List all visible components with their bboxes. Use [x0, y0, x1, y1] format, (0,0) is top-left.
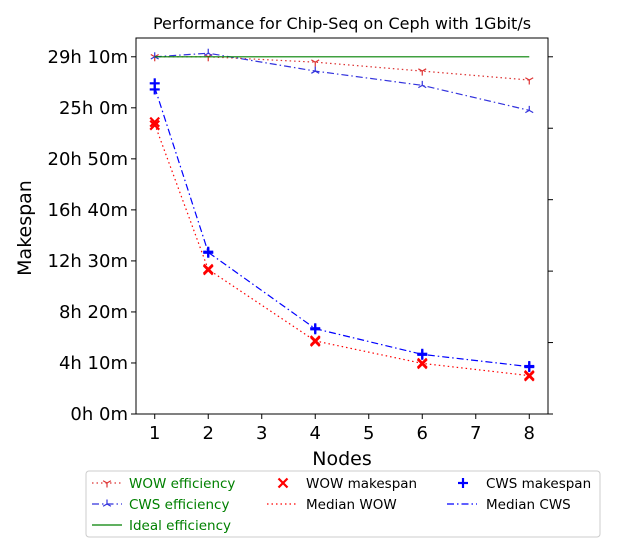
- series-wow-makespan-point: [309, 335, 321, 346]
- series-wow-efficiency-line: [154, 56, 530, 81]
- x-axis-label: Nodes: [312, 448, 372, 470]
- series-median-wow-line: [154, 123, 530, 377]
- legend-entry-wow-efficiency-handle-marker: [102, 480, 112, 488]
- series-wow-efficiency-point: [418, 68, 427, 76]
- x-tick-label: 2: [203, 423, 214, 444]
- legend-entry-wow-efficiency-handle-marker-stroke: [102, 480, 108, 484]
- series-wow-efficiency-point-stroke: [525, 77, 530, 81]
- y-tick-label: 25h 0m: [59, 98, 128, 119]
- legend-entry-median-cws: Median CWS: [447, 497, 571, 513]
- x-tick-label: 6: [417, 423, 428, 444]
- series-median-cws-line: [154, 87, 530, 368]
- series-wow-efficiency-point-stroke: [311, 59, 316, 63]
- legend-entry-cws-efficiency-handle-marker-stroke: [102, 503, 108, 507]
- legend-entry-wow-efficiency-label: WOW efficiency: [129, 476, 235, 492]
- series-cws-efficiency-point-stroke: [207, 52, 213, 56]
- chart-title: Performance for Chip-Seq on Ceph with 1G…: [153, 14, 531, 33]
- series-cws-efficiency-point-stroke: [204, 52, 209, 56]
- series-cws-efficiency-point-stroke: [314, 70, 320, 74]
- legend-entry-wow-makespan-handle-stroke: [277, 477, 289, 489]
- series-cws-efficiency-point-stroke: [418, 84, 423, 89]
- legend-entry-wow-efficiency-handle-marker-stroke: [106, 480, 112, 484]
- legend-entry-wow-makespan-handle: [277, 477, 289, 489]
- y-tick-label: 0h 0m: [70, 404, 128, 425]
- series-wow-efficiency-point-stroke: [528, 77, 534, 81]
- series-wow-efficiency-point-stroke: [314, 59, 320, 63]
- series-cws-makespan-point: [149, 84, 160, 95]
- legend-entry-wow-makespan-label: WOW makespan: [306, 476, 417, 492]
- x-tick-label: 4: [310, 423, 321, 444]
- legend-entry-cws-efficiency-handle-marker-stroke: [106, 503, 112, 507]
- legend-entry-median-wow: Median WOW: [267, 497, 397, 513]
- series-wow-efficiency-point-stroke: [418, 68, 423, 72]
- series-cws-makespan-point: [524, 361, 535, 372]
- y-tick-label: 29h 10m: [48, 47, 128, 68]
- legend-entry-cws-efficiency-label: CWS efficiency: [129, 497, 229, 513]
- series-cws-efficiency-point: [525, 105, 534, 114]
- series-wow-makespan-point-stroke: [149, 116, 161, 128]
- legend: WOW efficiency CWS efficiency Ideal effici…: [85, 470, 601, 538]
- y-tick-label: 8h 20m: [59, 302, 128, 323]
- legend-entry-cws-makespan: CWS makespan: [458, 476, 591, 492]
- series-cws-efficiency-point-stroke: [421, 84, 427, 89]
- series-wow-efficiency-point: [525, 77, 534, 85]
- legend-entry-cws-makespan-handle: [458, 478, 468, 488]
- x-tick-label: 1: [149, 423, 160, 444]
- series-wow-makespan-point: [149, 116, 161, 128]
- legend-entry-cws-efficiency-handle-marker: [102, 499, 112, 507]
- series-cws-efficiency-point: [204, 48, 213, 56]
- y-tick-label: 16h 40m: [48, 200, 128, 221]
- series-cws-efficiency-point-stroke: [528, 109, 534, 114]
- legend-entry-ideal-efficiency: Ideal efficiency: [92, 518, 231, 534]
- y-tick-label: 12h 30m: [48, 251, 128, 272]
- legend-entry-cws-efficiency: CWS efficiency: [92, 497, 229, 513]
- x-tick-label: 8: [524, 423, 535, 444]
- plot-area: 1 2 3 4 5 6 7 8 0h 0m 4h 10m 8h 20m 12h 30m 16h 40m 2…: [48, 37, 553, 444]
- x-tick-label: 7: [470, 423, 481, 444]
- series-wow-efficiency-point: [204, 54, 213, 62]
- legend-entry-cws-makespan-label: CWS makespan: [486, 476, 591, 492]
- series-cws-efficiency-point-stroke: [525, 109, 530, 114]
- legend-entry-median-cws-label: Median CWS: [486, 497, 571, 513]
- series-cws-efficiency-point: [418, 80, 427, 89]
- legend-box: [85, 470, 601, 538]
- y-tick-label: 20h 50m: [48, 149, 128, 170]
- series-wow-makespan-point-stroke: [309, 335, 321, 346]
- x-tick-label: 3: [256, 423, 267, 444]
- series-cws-efficiency-line: [154, 52, 530, 111]
- y-axis-label: Makespan: [14, 180, 36, 276]
- y-tick-label: 4h 10m: [59, 353, 128, 374]
- series-wow-efficiency-point-stroke: [150, 54, 156, 58]
- series-wow-makespan-point: [202, 264, 214, 276]
- legend-entry-wow-efficiency: WOW efficiency: [92, 476, 235, 492]
- series-cws-makespan-point: [203, 246, 214, 257]
- legend-entry-ideal-efficiency-label: Ideal efficiency: [129, 518, 231, 534]
- plot-frame: [135, 37, 549, 415]
- x-tick-label: 5: [363, 423, 374, 444]
- series-cws-efficiency-point: [311, 66, 320, 74]
- legend-entry-median-wow-label: Median WOW: [306, 497, 397, 513]
- legend-entry-wow-makespan: WOW makespan: [277, 476, 417, 492]
- series-wow-makespan-point-stroke: [202, 264, 214, 276]
- series-wow-efficiency-point: [311, 59, 320, 67]
- series-cws-efficiency-point-stroke: [311, 70, 316, 74]
- series-wow-efficiency-point-stroke: [421, 68, 427, 72]
- series-cws-efficiency-point-stroke: [150, 56, 156, 60]
